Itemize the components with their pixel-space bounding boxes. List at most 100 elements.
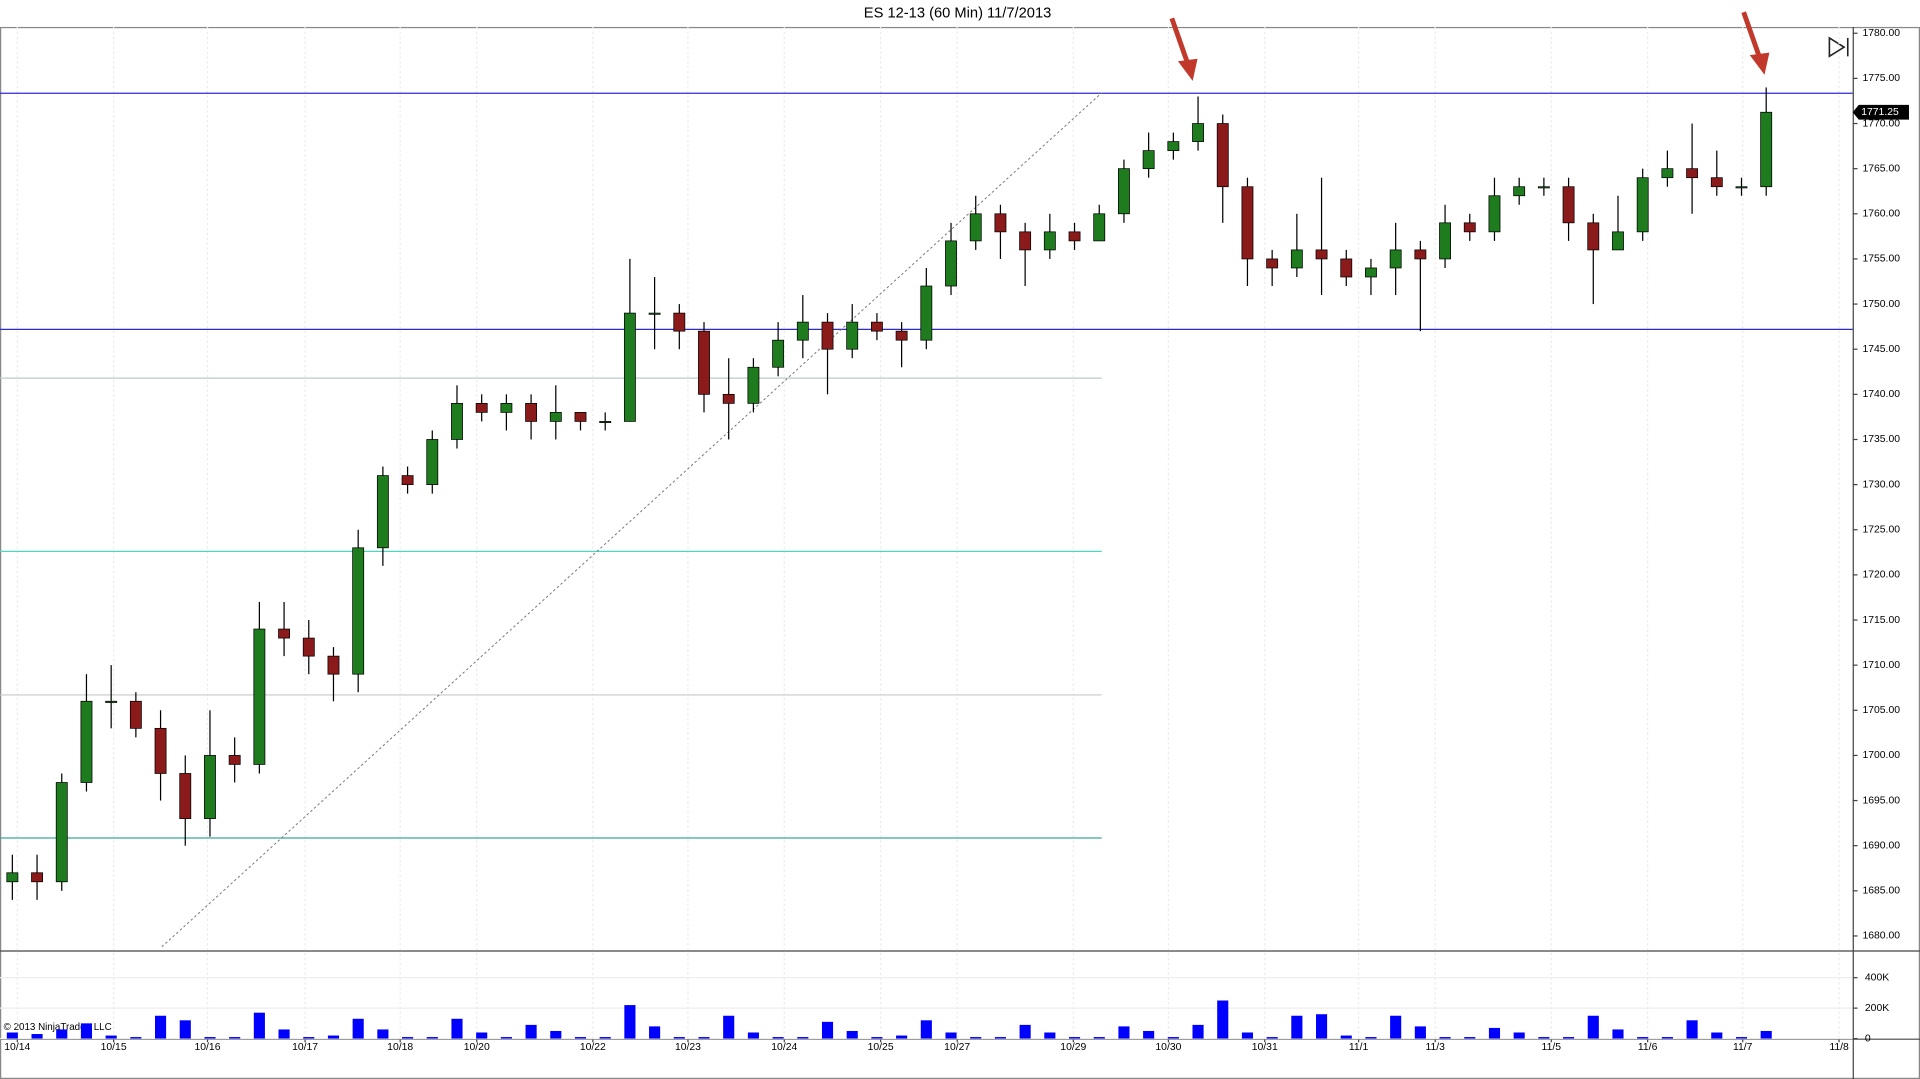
candle-body <box>1513 186 1526 197</box>
candle-body <box>179 773 192 819</box>
x-tick-label: 10/27 <box>944 1042 970 1053</box>
y-tick-label: 1680.00 <box>1862 931 1900 942</box>
volume-bar <box>649 1026 661 1039</box>
volume-y-tick-label: 200K <box>1865 1003 1889 1014</box>
volume-bar <box>1390 1015 1402 1039</box>
volume-bar <box>1587 1015 1599 1039</box>
play-to-end-button[interactable] <box>1828 36 1849 58</box>
volume-bar <box>624 1005 636 1039</box>
chart-frame <box>0 26 1920 1079</box>
x-tick-label: 10/17 <box>292 1042 318 1053</box>
candle-body <box>846 321 859 350</box>
candle-body <box>31 872 43 883</box>
volume-bar <box>945 1032 957 1039</box>
candle-body <box>1192 123 1204 142</box>
candle-body <box>969 213 982 242</box>
candle-body <box>500 403 513 413</box>
volume-bar <box>599 1037 611 1039</box>
y-tick-label: 1725.00 <box>1862 524 1900 535</box>
candle-body <box>1365 267 1377 278</box>
candle-body <box>945 240 957 287</box>
x-tick-label: 10/24 <box>771 1042 797 1053</box>
x-tick-label: 10/29 <box>1060 1042 1086 1053</box>
volume-bar <box>1538 1037 1550 1039</box>
volume-bar <box>476 1032 488 1039</box>
candle-body <box>1760 111 1773 188</box>
x-tick-label: 10/18 <box>387 1042 413 1053</box>
candle-body <box>327 655 340 675</box>
volume-bar <box>1217 1000 1229 1039</box>
volume-bar <box>80 1023 93 1039</box>
candle-body <box>747 366 760 404</box>
candle-body <box>451 403 463 440</box>
candle-body <box>1686 168 1699 179</box>
volume-bar <box>402 1037 414 1039</box>
x-tick-label: 10/15 <box>101 1042 127 1053</box>
volume-bar <box>871 1037 883 1039</box>
volume-bar <box>377 1029 389 1039</box>
volume-bar <box>278 1029 290 1039</box>
candle-body <box>1216 123 1229 188</box>
y-tick-label: 1705.00 <box>1862 705 1900 716</box>
x-tick-label: 10/20 <box>464 1042 490 1053</box>
candle-body <box>1068 231 1081 242</box>
y-tick-label: 1685.00 <box>1862 886 1900 897</box>
candle-body <box>352 547 365 675</box>
last-price-box <box>1852 104 1909 120</box>
candle-body <box>1043 231 1056 251</box>
volume-bar <box>747 1032 759 1039</box>
candle-body <box>204 755 216 819</box>
y-tick-label: 1775.00 <box>1862 73 1900 84</box>
volume-bar <box>327 1035 340 1039</box>
volume-bar <box>1760 1030 1772 1039</box>
volume-bar <box>1711 1032 1723 1039</box>
candle-body <box>895 330 908 341</box>
volume-bar <box>1686 1020 1698 1039</box>
candle-body <box>1710 177 1723 188</box>
volume-bar <box>1513 1032 1525 1039</box>
candle-body <box>994 213 1007 233</box>
candle-body <box>1562 186 1575 224</box>
candle-body <box>1439 222 1451 260</box>
candle-body <box>1266 258 1279 269</box>
volume-bar <box>574 1037 587 1039</box>
y-tick-label: 1745.00 <box>1862 344 1900 355</box>
candle-body <box>1118 168 1130 215</box>
volume-bar <box>1143 1030 1155 1039</box>
volume-bar <box>303 1037 315 1039</box>
candle-body <box>1587 222 1600 251</box>
volume-bar <box>525 1024 537 1039</box>
candle-body <box>1093 213 1106 242</box>
x-tick-label: 11/6 <box>1638 1042 1658 1053</box>
volume-bar <box>31 1034 43 1039</box>
volume-bar <box>6 1032 18 1039</box>
x-tick-label: 10/31 <box>1252 1042 1278 1053</box>
x-tick-label: 10/22 <box>580 1042 606 1053</box>
x-tick-label: 11/7 <box>1733 1042 1753 1053</box>
volume-bar <box>1266 1037 1278 1039</box>
candle-body <box>80 700 93 783</box>
volume-bar <box>105 1035 117 1039</box>
y-tick-label: 1770.00 <box>1862 118 1900 129</box>
candle-body <box>623 312 636 422</box>
volume-bar <box>1044 1032 1056 1039</box>
volume-bar <box>970 1037 982 1039</box>
candle-body <box>648 312 661 315</box>
x-tick-label: 10/30 <box>1155 1042 1181 1053</box>
candle-body <box>426 439 439 485</box>
volume-bar <box>253 1012 265 1039</box>
y-tick-label: 1695.00 <box>1862 795 1900 806</box>
volume-bar <box>797 1037 809 1039</box>
volume-bar <box>426 1037 438 1039</box>
volume-bar <box>1019 1024 1031 1039</box>
y-tick-label: 1735.00 <box>1862 434 1900 445</box>
x-tick-label: 11/1 <box>1349 1042 1369 1053</box>
volume-bar <box>451 1018 463 1039</box>
candle-body <box>302 637 315 657</box>
x-tick-label: 10/16 <box>194 1042 220 1053</box>
volume-bar <box>550 1030 562 1039</box>
candle-body <box>6 872 19 883</box>
volume-bar <box>1167 1037 1179 1039</box>
trendline <box>161 92 1103 948</box>
candle-body <box>253 628 266 765</box>
